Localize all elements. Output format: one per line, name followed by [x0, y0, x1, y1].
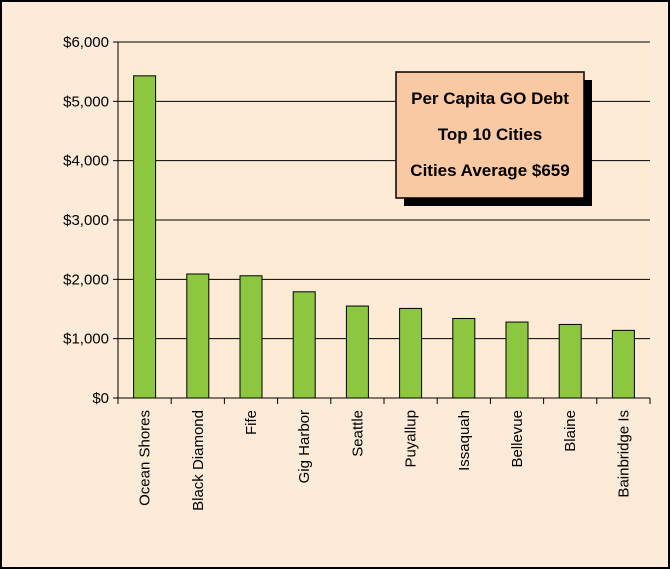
y-axis-ticks: $0 $1,000 $2,000 $3,000 $4,000 $5,000 $6,000 — [63, 34, 109, 407]
x-tick-label: Blaine — [562, 410, 579, 452]
x-tick-label: Bellevue — [509, 410, 526, 468]
bars — [117, 75, 651, 404]
x-tick-label: Black Diamond — [190, 410, 207, 511]
x-tick-label: Bainbridge Is — [615, 410, 632, 498]
x-axis-labels: Ocean Shores Black Diamond Fife Gig Harbor S… — [137, 410, 633, 511]
bar-blaine — [558, 323, 582, 399]
x-tick-label: Puyallup — [403, 410, 420, 468]
x-tick-label: Ocean Shores — [137, 410, 154, 506]
x-tick-label: Fife — [243, 410, 260, 435]
title-line-2: Top 10 Cities — [438, 125, 543, 144]
bar-issaquah — [452, 317, 476, 399]
y-tick-label: $1,000 — [63, 331, 109, 348]
bar-puyallup — [399, 307, 423, 399]
y-tick-label: $3,000 — [63, 212, 109, 229]
x-tick-label: Seattle — [349, 410, 366, 457]
bar-ocean-shores — [133, 75, 157, 399]
title-box: Per Capita GO Debt Top 10 Cities Cities … — [395, 71, 592, 206]
y-tick-label: $4,000 — [63, 153, 109, 170]
y-tick-label: $5,000 — [63, 93, 109, 110]
bar-black-diamond — [186, 273, 210, 399]
x-tick-label: Issaquah — [456, 410, 473, 471]
bar-bainbridge-is — [611, 329, 635, 399]
bar-fife — [239, 275, 263, 399]
title-line-1: Per Capita GO Debt — [411, 89, 569, 108]
bar-gig-harbor — [292, 291, 316, 399]
bar-bellevue — [505, 321, 529, 399]
y-tick-label: $0 — [92, 390, 109, 407]
y-tick-label: $2,000 — [63, 271, 109, 288]
title-line-3: Cities Average $659 — [410, 161, 569, 180]
x-tick-label: Gig Harbor — [296, 410, 313, 483]
bar-seattle — [345, 305, 369, 399]
y-tick-label: $6,000 — [63, 34, 109, 51]
